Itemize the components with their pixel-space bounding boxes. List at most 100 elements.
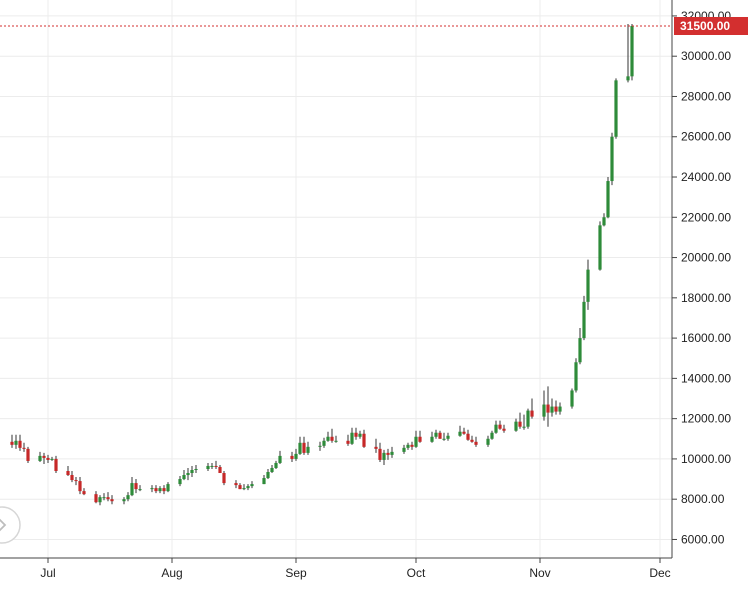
- candle-body: [446, 435, 450, 439]
- y-tick-label: 24000.00: [681, 170, 731, 184]
- candle: [470, 435, 474, 443]
- candle: [290, 451, 294, 462]
- candle-body: [270, 467, 274, 473]
- candle-body: [550, 406, 554, 413]
- candle: [238, 483, 242, 490]
- candle-body: [434, 432, 438, 437]
- candle: [218, 464, 222, 474]
- candle-body: [378, 448, 382, 460]
- candle-body: [278, 455, 282, 463]
- candle-body: [78, 481, 82, 492]
- candle: [386, 448, 390, 460]
- candle: [74, 477, 78, 486]
- candle-body: [266, 472, 270, 479]
- candle-body: [362, 433, 366, 447]
- candle: [214, 460, 218, 469]
- y-tick-label: 30000.00: [681, 49, 731, 63]
- candle-body: [302, 442, 306, 453]
- candle-body: [102, 497, 106, 499]
- candle-body: [442, 438, 446, 440]
- candle: [250, 481, 254, 489]
- y-tick-label: 28000.00: [681, 89, 731, 103]
- candle: [586, 259, 590, 310]
- x-axis-ticks: Jul Aug Sep Oct Nov Dec: [40, 558, 671, 580]
- candle-body: [54, 458, 58, 472]
- candle-body: [514, 421, 518, 431]
- candle-body: [234, 483, 238, 486]
- x-tick-label: Nov: [529, 566, 550, 580]
- candle: [126, 492, 130, 502]
- candle: [610, 132, 614, 186]
- candle-body: [598, 225, 602, 270]
- candle-body: [250, 484, 254, 487]
- candle: [630, 23, 634, 81]
- candle: [462, 427, 466, 435]
- candle: [70, 471, 74, 483]
- price-label-box: [674, 16, 748, 35]
- candle: [606, 177, 610, 219]
- candle: [458, 425, 462, 437]
- candle: [318, 441, 322, 451]
- candle-body: [582, 301, 586, 339]
- candle: [502, 424, 506, 433]
- candle: [110, 495, 114, 505]
- candle: [406, 442, 410, 450]
- candle-body: [462, 431, 466, 434]
- candle-body: [110, 499, 114, 502]
- candle: [246, 484, 250, 491]
- candle-body: [22, 447, 26, 449]
- candle-body: [106, 497, 110, 500]
- candle: [158, 486, 162, 494]
- axes: [0, 0, 673, 559]
- candle-body: [490, 432, 494, 439]
- candle-body: [206, 465, 210, 469]
- candle-body: [430, 436, 434, 442]
- candle-body: [274, 462, 278, 468]
- candle-body: [346, 440, 350, 444]
- candle: [190, 465, 194, 478]
- candle: [106, 492, 110, 502]
- candle-body: [290, 455, 294, 459]
- candle: [186, 467, 190, 481]
- candle-body: [486, 438, 490, 445]
- candle: [434, 429, 438, 439]
- candle-body: [406, 444, 410, 448]
- chevron-right-icon: [0, 518, 7, 532]
- candle: [154, 485, 158, 494]
- candle: [206, 462, 210, 472]
- candle-body: [614, 80, 618, 137]
- candle-body: [390, 451, 394, 455]
- candle-body: [574, 362, 578, 391]
- scroll-left-button[interactable]: [0, 506, 21, 544]
- candle: [242, 484, 246, 491]
- candle: [390, 446, 394, 458]
- candle: [102, 493, 106, 501]
- candle-body: [154, 488, 158, 492]
- candle-body: [218, 466, 222, 474]
- candle: [578, 328, 582, 365]
- candle: [346, 434, 350, 446]
- candle: [130, 477, 134, 497]
- candle-body: [570, 390, 574, 407]
- candle-body: [438, 432, 442, 439]
- candle: [266, 468, 270, 480]
- candle: [210, 462, 214, 469]
- candle-body: [66, 471, 70, 476]
- x-tick-label: Jul: [40, 566, 55, 580]
- candle: [602, 213, 606, 227]
- candle: [438, 430, 442, 439]
- candle-body: [94, 494, 98, 503]
- candle: [574, 358, 578, 393]
- candle: [554, 400, 558, 415]
- candle-body: [374, 446, 378, 449]
- candle: [514, 418, 518, 432]
- scroll-left-circle[interactable]: [0, 506, 21, 544]
- candle: [550, 398, 554, 417]
- candle: [134, 479, 138, 494]
- candle-body: [382, 452, 386, 460]
- candle: [402, 444, 406, 454]
- candles: [10, 23, 634, 506]
- candle-body: [138, 489, 142, 491]
- candle-body: [526, 410, 530, 427]
- candle: [262, 475, 266, 485]
